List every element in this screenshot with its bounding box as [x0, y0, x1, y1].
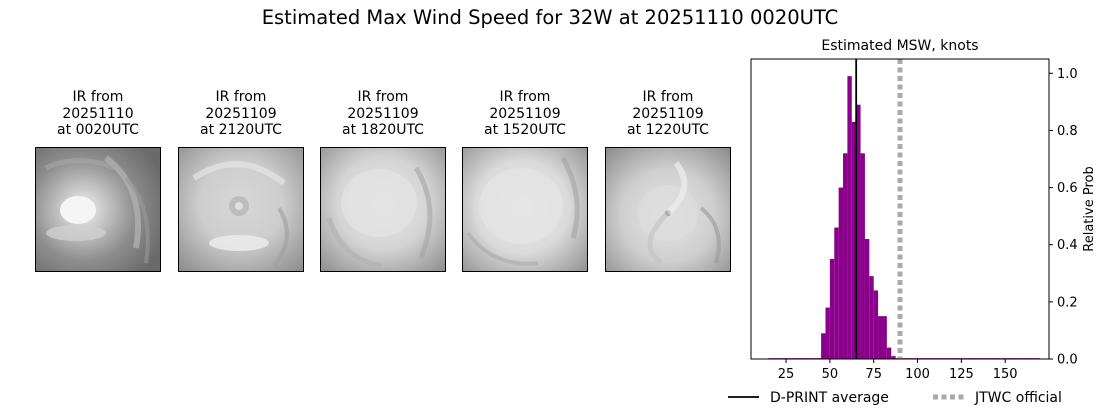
- histogram-bar: [882, 316, 887, 359]
- histogram-bar: [886, 347, 892, 359]
- ir-panel: IR from 20251109 at 1520UTC: [462, 89, 588, 272]
- histogram-bar: [829, 259, 835, 359]
- histogram-bar: [864, 239, 870, 359]
- histogram-bar: [860, 153, 865, 359]
- ir-caption-line: IR from: [357, 89, 409, 105]
- legend-label: JTWC official: [974, 390, 1062, 406]
- histogram-bars: [768, 76, 1041, 360]
- ir-caption-line: 20251109: [205, 105, 277, 122]
- histogram-bar: [847, 76, 852, 360]
- histogram-bar: [869, 276, 874, 359]
- chart-title: Estimated MSW, knots: [821, 38, 978, 54]
- ir-caption-line: IR from: [499, 89, 551, 105]
- histogram-bar: [843, 153, 848, 359]
- y-tick-label: 0.0: [1057, 353, 1078, 368]
- y-tick-label: 0.4: [1057, 238, 1078, 253]
- plot-frame: [750, 58, 1050, 360]
- ir-panel: IR from 20251110 at 0020UTC: [35, 89, 161, 272]
- ir-panel: IR from 20251109 at 2120UTC: [178, 89, 304, 272]
- histogram-bar: [856, 104, 861, 359]
- ir-satellite-image: [178, 147, 304, 272]
- ir-caption-line: at 1220UTC: [627, 122, 709, 138]
- ir-caption-line: at 0020UTC: [57, 122, 139, 138]
- histogram-bar: [834, 227, 839, 359]
- reference-lines: [855, 59, 903, 359]
- ir-caption-line: at 2120UTC: [200, 122, 282, 138]
- ir-caption-line: 20251110: [62, 105, 134, 122]
- y-tick-label: 0.8: [1057, 124, 1078, 139]
- ir-satellite-image: [35, 147, 161, 272]
- y-tick-label: 0.2: [1057, 295, 1078, 310]
- ir-caption-line: at 1820UTC: [342, 122, 424, 138]
- ir-caption-line: 20251109: [489, 105, 561, 122]
- histogram-bar: [838, 187, 844, 359]
- legend-label: D-PRINT average: [770, 390, 889, 406]
- chart-legend: D-PRINT average JTWC official: [728, 390, 1062, 406]
- histogram-bar: [825, 307, 830, 359]
- histogram-bar: [891, 356, 896, 359]
- histogram-bar: [878, 316, 883, 359]
- ir-caption-line: IR from: [215, 89, 267, 105]
- ir-panel: IR from 20251109 at 1820UTC: [320, 89, 446, 272]
- x-tick-label: 75: [865, 367, 882, 382]
- y-axis-ticks: 0.0 0.2 0.4 0.6 0.8 1.0: [1049, 67, 1078, 368]
- x-tick-label: 150: [993, 367, 1018, 382]
- x-tick-label: 25: [778, 367, 795, 382]
- y-tick-label: 0.6: [1057, 181, 1078, 196]
- x-tick-label: 125: [949, 367, 974, 382]
- histogram-bar: [821, 333, 826, 359]
- ir-caption-line: 20251109: [632, 105, 704, 122]
- histogram-bar: [851, 121, 857, 359]
- ir-caption-line: IR from: [642, 89, 694, 105]
- y-tick-label: 1.0: [1057, 67, 1078, 82]
- ir-panel: IR from 20251109 at 1220UTC: [605, 89, 731, 272]
- ir-satellite-image: [462, 147, 588, 272]
- x-axis-ticks: 25 50 75 100 125 150: [778, 359, 1018, 382]
- x-tick-label: 100: [905, 367, 930, 382]
- ir-satellite-image: [320, 147, 446, 272]
- ir-caption-line: at 1520UTC: [484, 122, 566, 138]
- ir-caption-line: 20251109: [347, 105, 419, 122]
- ir-caption-line: IR from: [72, 89, 124, 105]
- histogram-bar: [873, 290, 879, 359]
- ir-satellite-image: [605, 147, 731, 272]
- x-tick-label: 50: [822, 367, 839, 382]
- figure-title: Estimated Max Wind Speed for 32W at 2025…: [261, 6, 839, 29]
- y-axis-label: Relative Prob: [1082, 166, 1097, 251]
